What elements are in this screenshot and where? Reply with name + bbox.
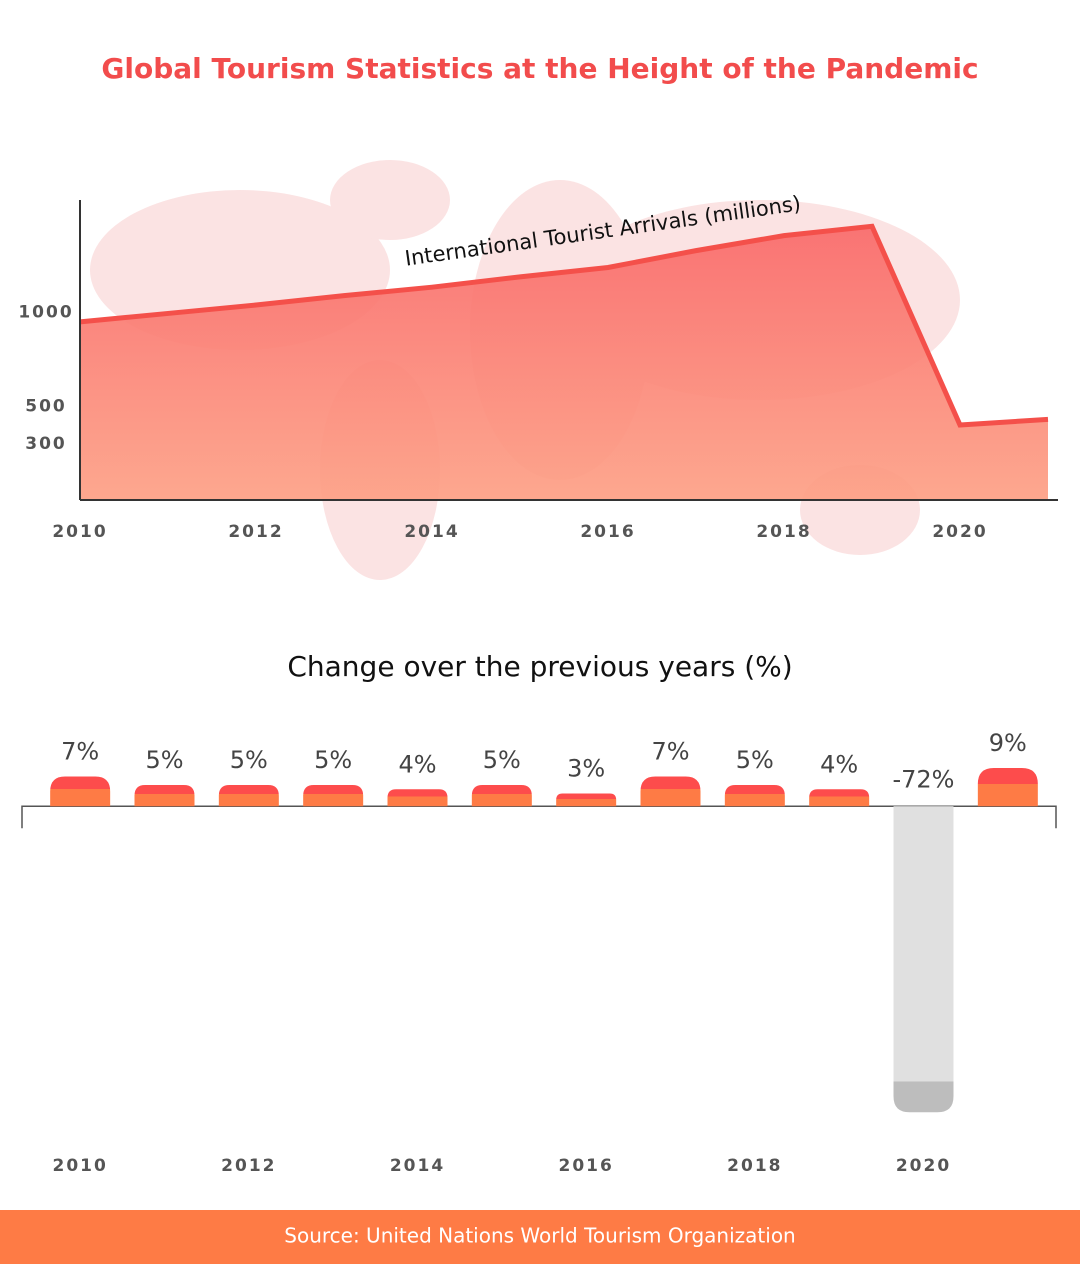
value-label: 7% bbox=[651, 738, 689, 766]
value-label: -72% bbox=[892, 765, 954, 793]
value-label: 4% bbox=[820, 750, 858, 778]
x-tick-label: 2020 bbox=[896, 1156, 951, 1176]
value-label: 9% bbox=[989, 729, 1027, 757]
value-label: 5% bbox=[314, 746, 352, 774]
footer-band bbox=[0, 1210, 1080, 1264]
x-tick-label: 2012 bbox=[228, 522, 283, 542]
x-tick-label: 2014 bbox=[390, 1156, 445, 1176]
x-tick-label: 2012 bbox=[221, 1156, 276, 1176]
x-tick-label: 2020 bbox=[932, 522, 987, 542]
bar bbox=[303, 785, 364, 807]
value-label: 5% bbox=[145, 746, 183, 774]
value-label: 5% bbox=[483, 746, 521, 774]
x-tick-label: 2016 bbox=[559, 1156, 614, 1176]
source: Source: United Nations World Tourism Org… bbox=[284, 1224, 795, 1248]
x-axis bbox=[21, 805, 1057, 829]
x-tick-label: 2018 bbox=[756, 522, 811, 542]
bar-chart-title: Change over the previous years (%) bbox=[287, 650, 792, 683]
x-tick-label: 2014 bbox=[404, 522, 459, 542]
x-tick-label: 2010 bbox=[52, 522, 107, 542]
value-label: 5% bbox=[230, 746, 268, 774]
bar bbox=[134, 785, 195, 807]
y-tick-label: 1000 bbox=[18, 303, 73, 323]
y-tick-label: 300 bbox=[25, 434, 67, 454]
x-tick-label: 2016 bbox=[580, 522, 635, 542]
area bbox=[80, 226, 1048, 500]
bar bbox=[387, 789, 448, 807]
bar bbox=[893, 806, 954, 1113]
x-tick-label: 2010 bbox=[53, 1156, 108, 1176]
bar bbox=[977, 768, 1038, 807]
value-label: 5% bbox=[736, 746, 774, 774]
bar bbox=[809, 789, 870, 807]
value-label: 7% bbox=[61, 738, 99, 766]
area-line bbox=[79, 223, 1049, 428]
value-label: 3% bbox=[567, 755, 605, 783]
bar bbox=[724, 785, 785, 807]
y-tick-label: 500 bbox=[25, 396, 67, 416]
title: Global Tourism Statistics at the Height … bbox=[101, 52, 978, 85]
bar bbox=[218, 785, 279, 807]
x-tick-label: 2018 bbox=[727, 1156, 782, 1176]
bar bbox=[556, 793, 617, 807]
bar bbox=[640, 776, 701, 807]
value-label: 4% bbox=[398, 750, 436, 778]
bar bbox=[50, 776, 111, 807]
bar bbox=[471, 785, 532, 807]
